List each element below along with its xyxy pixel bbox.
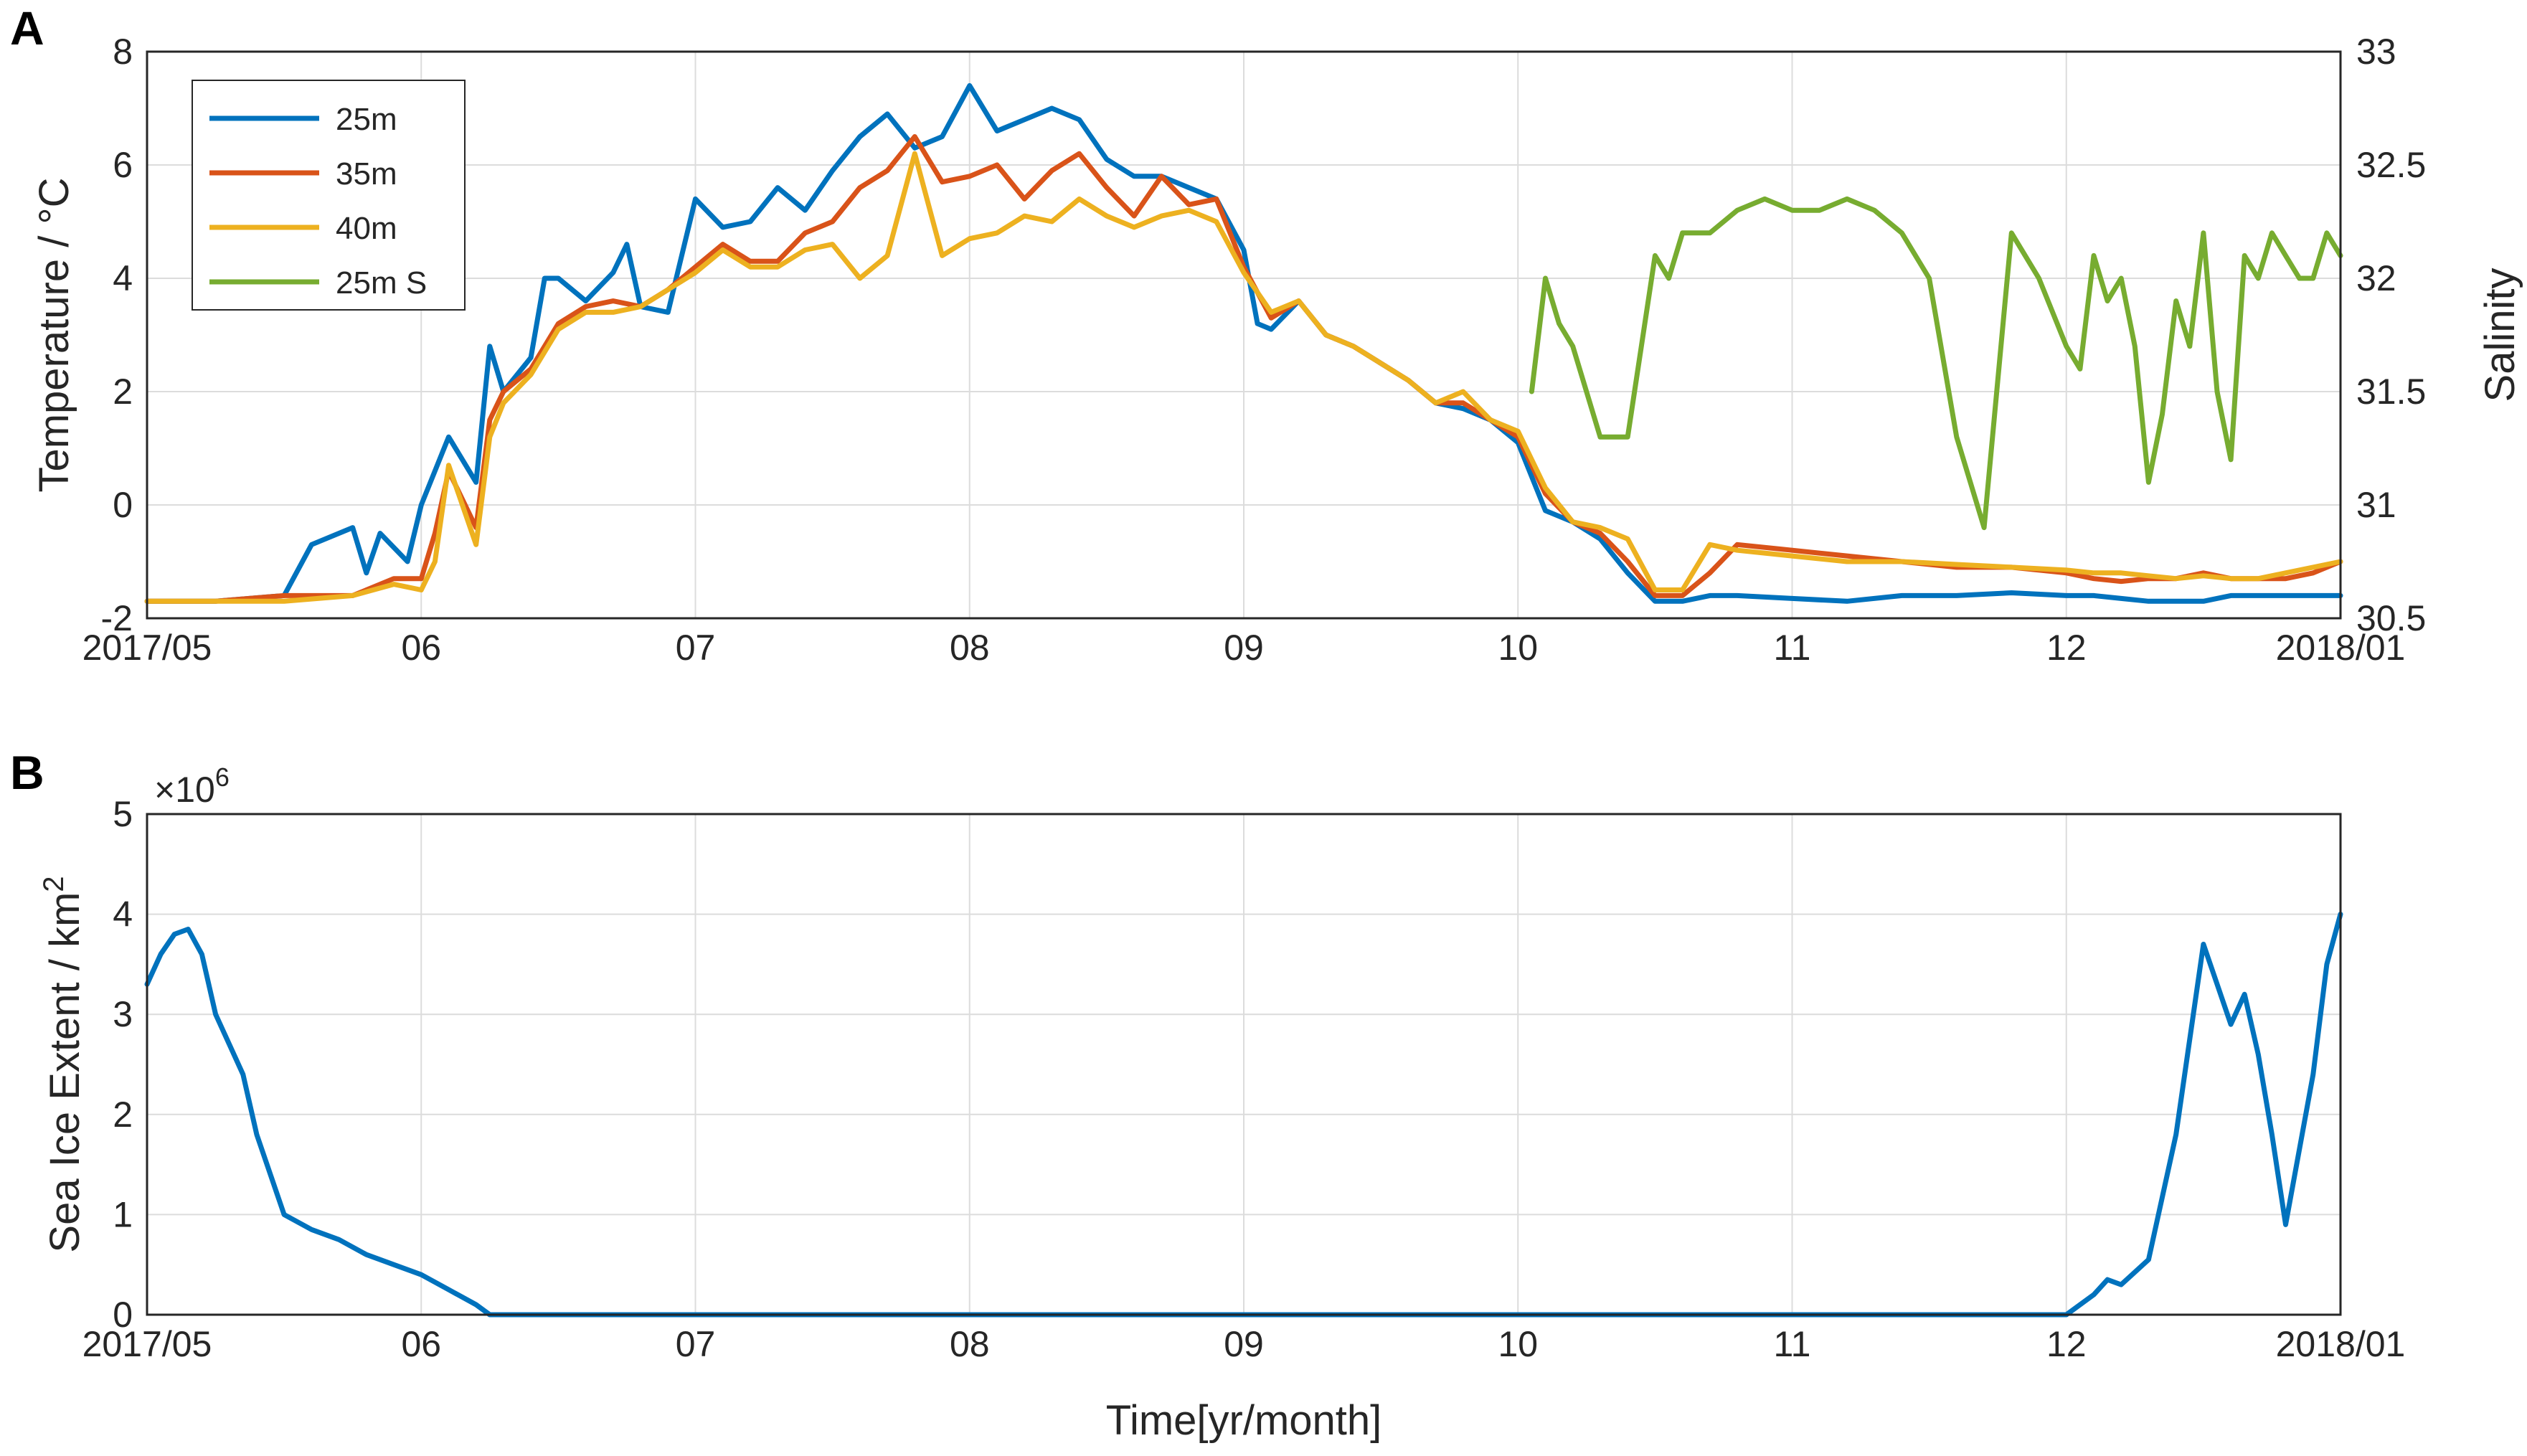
x-tick-label: 08: [950, 628, 990, 668]
panel-a-tag: A: [10, 1, 44, 55]
x-tick-label: 06: [401, 1324, 441, 1364]
x-tick-label: 10: [1498, 1324, 1538, 1364]
panel-b-grid: [147, 814, 2341, 1315]
panel-b-y-axis-label: Sea Ice Extent / km2: [38, 876, 88, 1252]
x-tick-label: 06: [401, 628, 441, 668]
x-tick-label: 07: [676, 628, 716, 668]
legend-label-25m-s: 25m S: [336, 265, 427, 301]
panel-a-legend: 25m 35m 40m 25m S: [192, 80, 466, 311]
x-tick-label: 11: [1774, 628, 1811, 668]
y-tick-label: 2: [113, 372, 133, 412]
panel-a-y2-axis-label: Salinity: [2477, 268, 2523, 402]
panel-a-y2-tick-labels: 30.5 31 31.5 32 32.5 33: [2356, 32, 2426, 638]
temperature-line-35m: [144, 134, 2343, 604]
y-tick-label: 3: [113, 994, 133, 1034]
panel-b-plot-frame: [146, 813, 2342, 1316]
y2-tick-label: 32: [2356, 258, 2396, 298]
panel-b-y-tick-labels: 0 1 2 3 4 5: [113, 794, 133, 1335]
x-tick-label: 07: [676, 1324, 716, 1364]
panel-a-grid: [147, 52, 2341, 618]
y-tick-label: 5: [113, 794, 133, 834]
y2-tick-label: 30.5: [2356, 598, 2426, 638]
x-tick-label: 2017/05: [82, 628, 212, 668]
y2-tick-label: 32.5: [2356, 145, 2426, 185]
panel-a-y-tick-labels: -2 0 2 4 6 8: [101, 32, 133, 638]
x-tick-label: 2018/01: [2276, 628, 2406, 668]
y-tick-label: 1: [113, 1194, 133, 1234]
temperature-line-40m: [144, 151, 2343, 604]
x-tick-label: 09: [1224, 628, 1264, 668]
x-tick-label: 2017/05: [82, 1324, 212, 1364]
x-tick-label: 10: [1498, 628, 1538, 668]
panel-a-plot-frame: [146, 50, 2342, 620]
y-tick-label: 6: [113, 145, 133, 185]
x-tick-label: 2018/01: [2276, 1324, 2406, 1364]
legend-label-25m: 25m: [336, 102, 397, 137]
panel-b-tag: B: [10, 746, 44, 799]
x-tick-label: 08: [950, 1324, 990, 1364]
panel-b-y-multiplier: ×106: [154, 762, 230, 810]
y-tick-label: 0: [113, 485, 133, 525]
y-tick-label: 2: [113, 1095, 133, 1135]
temperature-line-25m-s: [1529, 196, 2343, 531]
x-axis-label: Time[yr/month]: [1106, 1397, 1382, 1444]
panel-a-y-axis-label: Temperature / °C: [31, 177, 77, 492]
panel-b-x-tick-labels: 2017/05 06 07 08 09 10 11 12 2018/01: [82, 1324, 2406, 1364]
x-tick-label: 12: [2046, 1324, 2087, 1364]
panel-a: A 2017/05 06 07 08 09 10 11 12 2018/01 -2 0 2 4 6 8 3…: [10, 1, 2523, 668]
y-tick-label: 8: [113, 32, 133, 72]
legend-label-35m: 35m: [336, 156, 397, 192]
y-tick-label: 0: [113, 1295, 133, 1335]
x-tick-label: 11: [1774, 1324, 1811, 1364]
y-tick-label: 4: [113, 258, 133, 298]
x-tick-label: 12: [2046, 628, 2087, 668]
y2-tick-label: 31.5: [2356, 372, 2426, 412]
y2-tick-label: 33: [2356, 32, 2396, 72]
y2-tick-label: 31: [2356, 485, 2396, 525]
x-tick-label: 09: [1224, 1324, 1264, 1364]
panel-a-x-tick-labels: 2017/05 06 07 08 09 10 11 12 2018/01: [82, 628, 2406, 668]
legend-label-40m: 40m: [336, 211, 397, 246]
y-tick-label: -2: [101, 598, 133, 638]
y-tick-label: 4: [113, 894, 133, 935]
panel-a-series: [144, 82, 2343, 604]
